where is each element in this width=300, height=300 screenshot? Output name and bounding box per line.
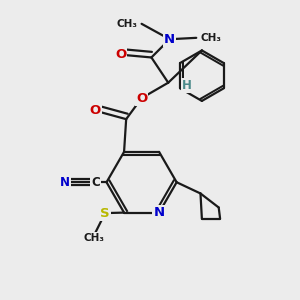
Text: H: H bbox=[182, 79, 191, 92]
Text: S: S bbox=[100, 207, 110, 220]
Text: CH₃: CH₃ bbox=[116, 19, 137, 29]
Text: N: N bbox=[60, 176, 70, 189]
Text: N: N bbox=[154, 206, 165, 219]
Text: CH₃: CH₃ bbox=[83, 233, 104, 243]
Text: CH₃: CH₃ bbox=[200, 33, 221, 43]
Text: O: O bbox=[115, 48, 126, 61]
Text: C: C bbox=[91, 176, 100, 189]
Text: O: O bbox=[136, 92, 147, 105]
Text: O: O bbox=[90, 104, 101, 117]
Text: N: N bbox=[164, 33, 175, 46]
